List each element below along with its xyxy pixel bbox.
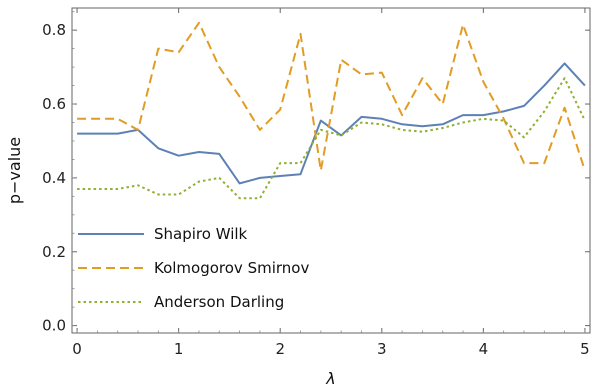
- series-lines: [77, 21, 586, 200]
- x-tick-label: 4: [479, 340, 489, 358]
- x-tick-label: 5: [580, 340, 590, 358]
- x-tick-label: 1: [174, 340, 184, 358]
- y-tick-label: 0.6: [42, 95, 66, 113]
- y-tick-label: 0.2: [42, 243, 66, 261]
- x-axis-label: λ: [325, 369, 335, 388]
- x-tick-label: 3: [377, 340, 387, 358]
- y-axis: 0.0 0.2 0.4 0.6 0.8: [42, 11, 590, 335]
- legend: Shapiro Wilk Kolmogorov Smirnov Anderson D…: [78, 225, 309, 311]
- legend-label: Anderson Darling: [154, 293, 284, 311]
- y-axis-label: p−value: [5, 137, 24, 204]
- y-tick-label: 0.0: [42, 317, 66, 335]
- series-line-kolmogorov-smirnov: [77, 21, 586, 172]
- legend-label: Kolmogorov Smirnov: [154, 259, 309, 277]
- x-axis: 0 1 2 3 4 5: [72, 8, 590, 358]
- y-tick-label: 0.4: [42, 169, 66, 187]
- legend-label: Shapiro Wilk: [154, 225, 248, 243]
- y-tick-label: 0.8: [42, 21, 66, 39]
- x-tick-label: 2: [275, 340, 285, 358]
- plot-border: [71, 7, 591, 334]
- plot-frame: [71, 7, 591, 334]
- x-tick-label: 0: [72, 340, 82, 358]
